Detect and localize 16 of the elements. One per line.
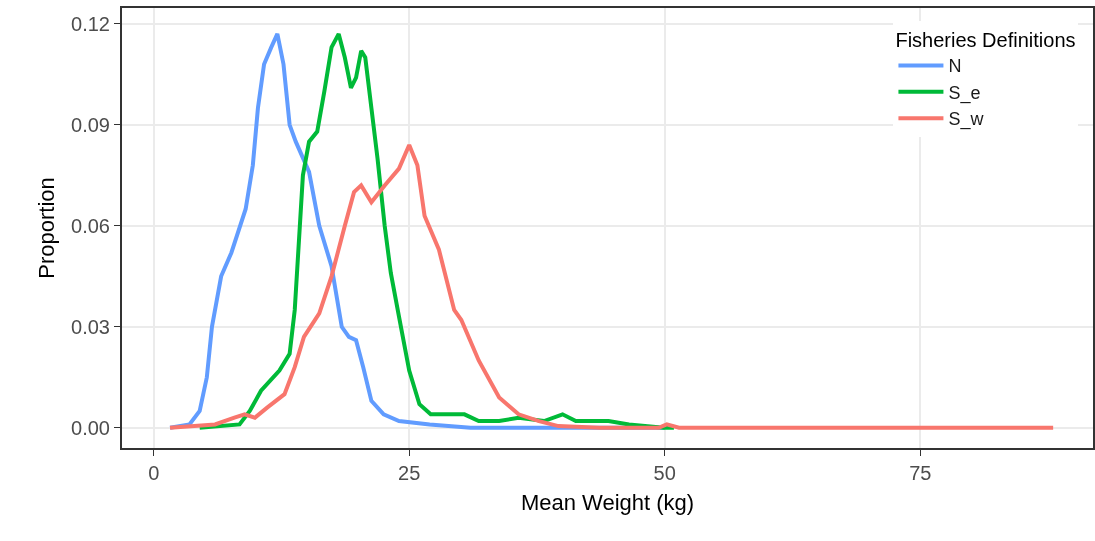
legend-title: Fisheries Definitions [895, 29, 1076, 52]
legend-label: N [948, 56, 962, 77]
legend-label: S_w [948, 109, 985, 131]
y-tick-label: 0.12 [71, 12, 110, 35]
legend-label: S_e [948, 82, 981, 104]
y-axis-title: Proportion [34, 177, 60, 279]
x-tick-label: 75 [909, 462, 932, 484]
x-tick-label: 0 [148, 462, 160, 484]
x-tick-label: 50 [653, 462, 676, 484]
y-tick-label: 0.00 [71, 416, 110, 439]
y-tick-label: 0.09 [71, 113, 110, 136]
x-tick-label: 25 [398, 462, 421, 484]
y-tick-label: 0.06 [71, 214, 110, 237]
x-axis-title: Mean Weight (kg) [520, 490, 695, 516]
y-tick-label: 0.03 [71, 315, 110, 338]
line-series [168, 143, 1056, 430]
